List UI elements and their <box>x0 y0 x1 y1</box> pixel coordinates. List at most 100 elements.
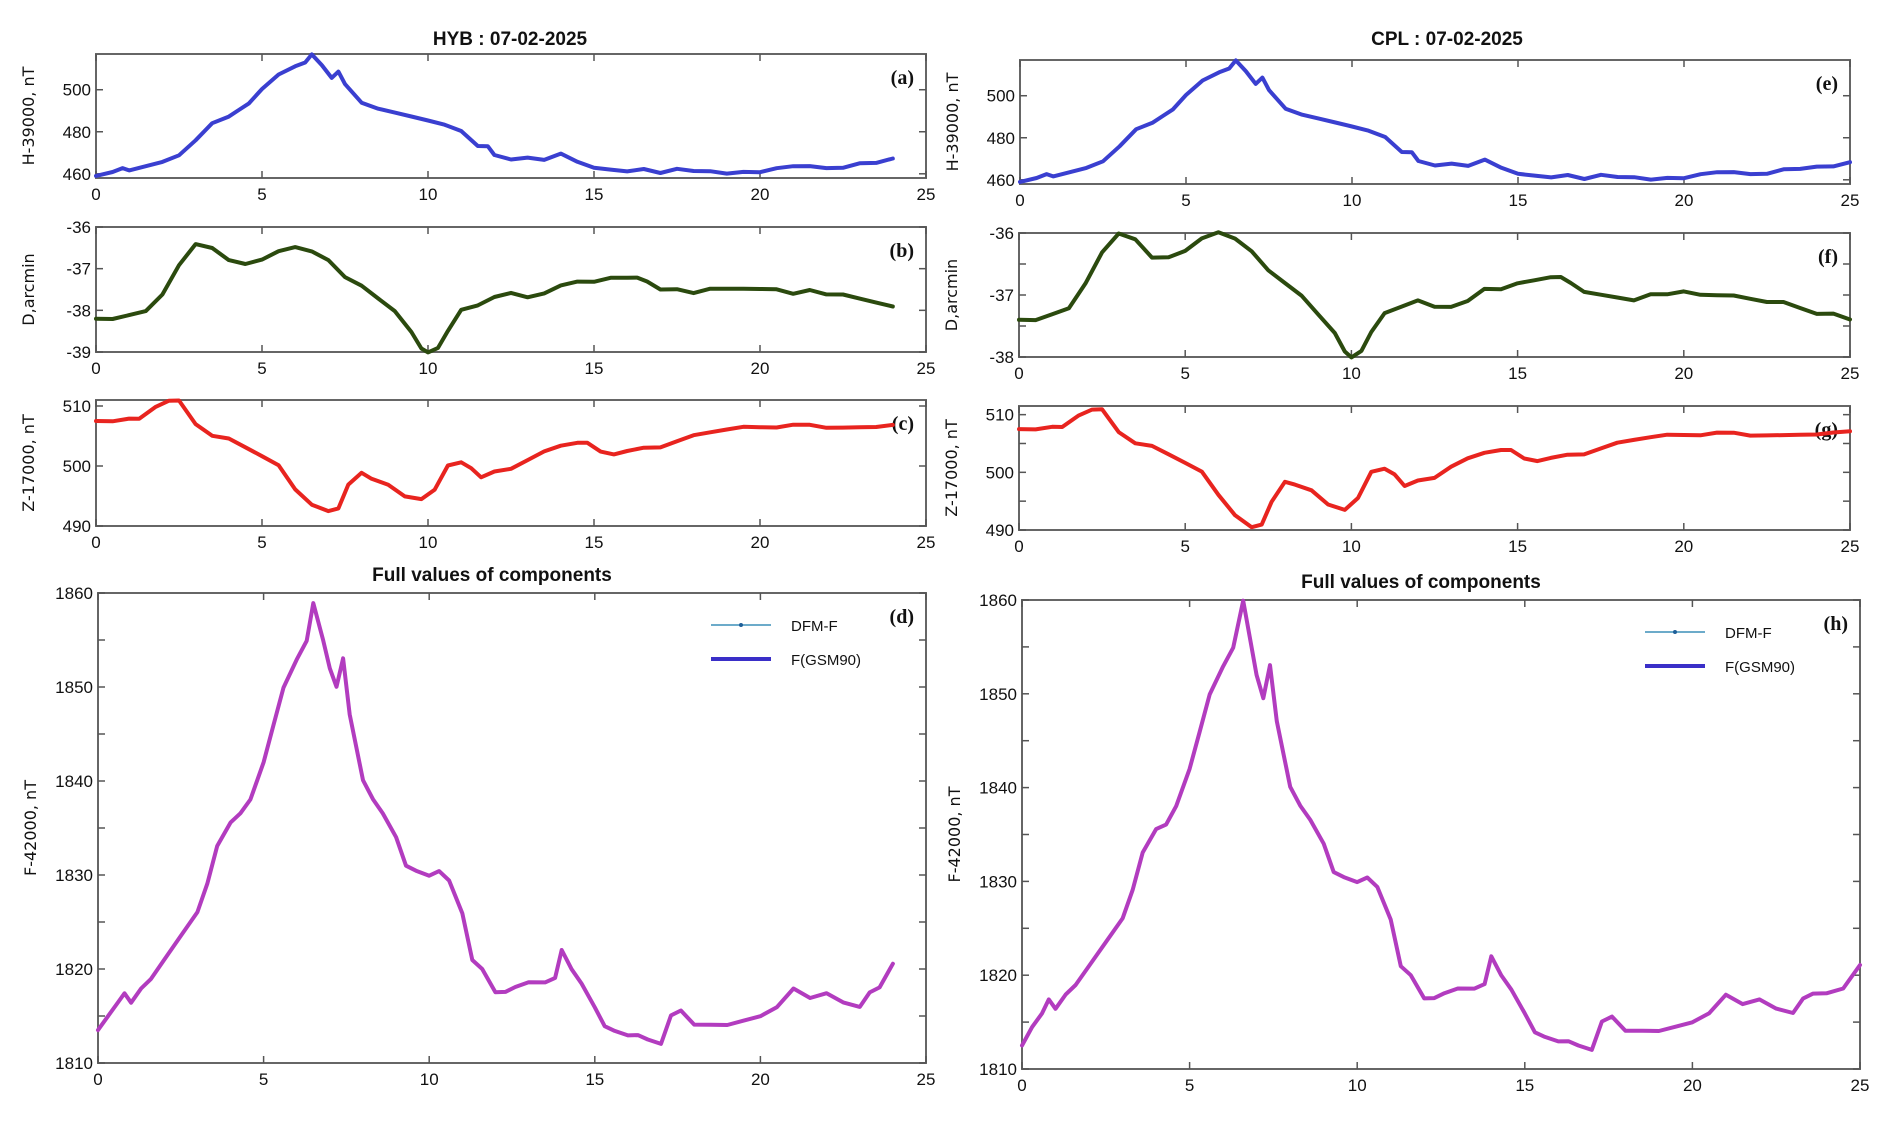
y-tick-label: 1810 <box>55 1054 93 1073</box>
x-tick-label: 5 <box>1180 537 1189 556</box>
x-tick-label: 20 <box>751 185 770 204</box>
legend-label: F(GSM90) <box>791 652 861 669</box>
y-tick-label: 1850 <box>979 685 1017 704</box>
legend-marker <box>739 623 743 627</box>
x-tick-label: 20 <box>1674 537 1693 556</box>
y-tick-label: -38 <box>66 301 91 320</box>
plot-frame <box>95 226 927 353</box>
x-tick-label: 25 <box>917 359 936 378</box>
x-tick-label: 0 <box>1017 1076 1026 1095</box>
panel-b: 0 5 10 15 20 25 -36 -37 -38 -39 D,arcmin (b) <box>19 218 935 378</box>
series-line-f-gsm90- <box>1020 598 1862 1052</box>
x-tick-label: 15 <box>1515 1076 1534 1095</box>
y-tick-label: 510 <box>986 406 1014 425</box>
y-tick-label: 1840 <box>979 779 1017 798</box>
y-axis-label: D,arcmin <box>19 253 38 325</box>
x-tick-label: 0 <box>91 359 100 378</box>
y-tick-label: 1810 <box>979 1060 1017 1079</box>
x-tick-label: 5 <box>1185 1076 1194 1095</box>
y-tick-label: 460 <box>63 165 91 184</box>
x-tick-label: 15 <box>585 1070 604 1089</box>
x-tick-label: 25 <box>917 533 936 552</box>
x-tick-label: 25 <box>1841 364 1860 383</box>
x-tick-label: 10 <box>419 359 438 378</box>
x-tick-label: 20 <box>1683 1076 1702 1095</box>
x-tick-label: 10 <box>1342 364 1361 383</box>
y-tick-label: 1830 <box>979 872 1017 891</box>
y-tick-label: 500 <box>986 463 1014 482</box>
x-tick-label: 0 <box>93 1070 102 1089</box>
panel-label: (b) <box>890 240 914 262</box>
y-axis-label: F-42000, nT <box>945 786 964 882</box>
plot-frame <box>95 399 927 527</box>
series-line-h <box>94 52 895 178</box>
y-tick-label: 490 <box>63 517 91 536</box>
panel-a: 0 5 10 15 20 25 460 480 500 H-39000, nT (a) <box>19 52 936 204</box>
y-tick-label: 500 <box>63 81 91 100</box>
panel-label: (c) <box>892 413 914 435</box>
y-tick-label: -37 <box>989 286 1014 305</box>
y-tick-label: 1840 <box>55 772 93 791</box>
x-tick-label: 10 <box>1348 1076 1367 1095</box>
x-tick-label: 0 <box>1014 364 1023 383</box>
x-tick-label: 15 <box>585 185 604 204</box>
y-tick-label: -38 <box>989 348 1014 367</box>
x-tick-label: 5 <box>257 533 266 552</box>
plot-frame <box>1019 59 1851 185</box>
x-tick-label: 20 <box>751 1070 770 1089</box>
panel-label: (e) <box>1816 73 1838 95</box>
right-title: CPL : 07-02-2025 <box>1371 29 1523 50</box>
x-tick-label: 25 <box>1841 191 1860 210</box>
y-tick-label: -36 <box>989 224 1014 243</box>
x-tick-label: 15 <box>1508 537 1527 556</box>
x-tick-label: 15 <box>585 359 604 378</box>
legend-label: DFM-F <box>791 618 838 635</box>
panel-label: (a) <box>891 67 914 89</box>
x-tick-label: 0 <box>1015 191 1024 210</box>
series-line-h <box>1018 58 1852 184</box>
x-tick-label: 5 <box>257 359 266 378</box>
y-axis-label: F-42000, nT <box>21 780 40 876</box>
y-tick-label: 1850 <box>55 678 93 697</box>
panel-e: 0 5 10 15 20 25 460 480 500 H-39000, nT (e) <box>943 58 1860 210</box>
y-tick-label: 1860 <box>55 584 93 603</box>
y-axis-label: D,arcmin <box>942 259 961 331</box>
panel-title: Full values of components <box>1301 572 1541 593</box>
panel-d: 0 5 10 15 20 25 1860 1850 1840 1830 1820 1810 F-4200… <box>21 565 935 1089</box>
y-tick-label: 1830 <box>55 866 93 885</box>
x-tick-label: 10 <box>1343 191 1362 210</box>
x-tick-label: 25 <box>917 185 936 204</box>
y-tick-label: 500 <box>987 87 1015 106</box>
y-tick-label: 480 <box>63 123 91 142</box>
y-tick-label: 1820 <box>55 960 93 979</box>
x-tick-label: 10 <box>1342 537 1361 556</box>
x-tick-label: 20 <box>1674 364 1693 383</box>
x-tick-label: 0 <box>1014 537 1023 556</box>
y-tick-label: 490 <box>986 521 1014 540</box>
y-axis-label: H-39000, nT <box>943 72 962 171</box>
y-tick-label: -39 <box>66 343 91 362</box>
plot-frame <box>1018 405 1851 531</box>
y-axis-label: Z-17000, nT <box>19 414 38 512</box>
legend-marker <box>1673 630 1677 634</box>
panel-label: (f) <box>1818 246 1838 268</box>
series-line-z <box>94 398 895 514</box>
x-tick-label: 25 <box>917 1070 936 1089</box>
x-tick-label: 15 <box>1508 364 1527 383</box>
panel-label: (d) <box>890 606 914 628</box>
x-tick-label: 25 <box>1841 537 1860 556</box>
x-tick-label: 25 <box>1851 1076 1870 1095</box>
series-line-d <box>94 242 895 355</box>
legend-label: F(GSM90) <box>1725 659 1795 676</box>
y-tick-label: -37 <box>66 260 91 279</box>
y-axis-label: Z-17000, nT <box>942 419 961 517</box>
y-tick-label: 500 <box>63 457 91 476</box>
y-tick-label: 1820 <box>979 966 1017 985</box>
series-line-f-gsm90- <box>96 601 895 1046</box>
x-tick-label: 10 <box>419 533 438 552</box>
y-tick-label: 1860 <box>979 591 1017 610</box>
x-tick-label: 15 <box>585 533 604 552</box>
